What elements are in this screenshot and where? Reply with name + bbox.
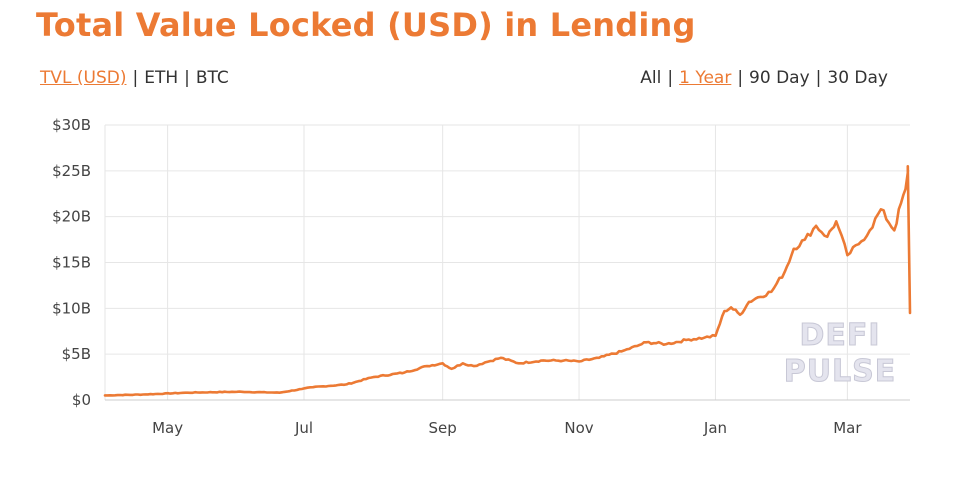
- watermark-line-1: DEFI: [799, 318, 880, 353]
- range-option-90-day[interactable]: 90 Day: [749, 68, 810, 88]
- unit-option-tvl-usd[interactable]: TVL (USD): [40, 68, 127, 88]
- x-tick-label: Mar: [833, 419, 862, 437]
- range-option-all[interactable]: All: [640, 68, 662, 88]
- range-selector: All | 1 Year | 90 Day | 30 Day: [640, 68, 888, 88]
- unit-option-btc[interactable]: BTC: [195, 68, 229, 88]
- y-tick-label: $20B: [52, 208, 91, 226]
- y-tick-label: $5B: [62, 345, 91, 363]
- watermark-line-2: PULSE: [784, 354, 897, 389]
- range-option-1-year[interactable]: 1 Year: [679, 68, 732, 88]
- y-tick-label: $15B: [52, 254, 91, 272]
- page-title: Total Value Locked (USD) in Lending: [36, 6, 696, 44]
- x-tick-label: Jan: [703, 419, 727, 437]
- y-tick-label: $0: [72, 391, 91, 409]
- defi-pulse-watermark: DEFI PULSE: [783, 318, 897, 390]
- separator: |: [184, 68, 190, 88]
- separator: |: [132, 68, 139, 88]
- separator: |: [737, 68, 744, 88]
- x-tick-label: May: [152, 419, 183, 437]
- series-layer: [103, 165, 912, 397]
- grid: [105, 124, 910, 401]
- tvl-line-chart: DEFI PULSE $0 $5B $10B $15B $20B $25B $30B May J…: [52, 116, 912, 437]
- unit-selector: TVL (USD) | ETH | BTC: [40, 68, 229, 88]
- y-tick-label: $10B: [52, 299, 91, 317]
- separator: |: [815, 68, 822, 88]
- x-tick-label: Jul: [294, 419, 313, 437]
- x-tick-label: Sep: [429, 419, 457, 437]
- series-line: [103, 165, 912, 397]
- unit-option-eth[interactable]: ETH: [144, 68, 179, 88]
- x-tick-label: Nov: [564, 419, 593, 437]
- y-tick-label: $25B: [52, 162, 91, 180]
- axes: $0 $5B $10B $15B $20B $25B $30B May Jul Sep Nov Jan…: [52, 116, 910, 437]
- y-tick-label: $30B: [52, 116, 91, 134]
- separator: |: [667, 68, 674, 88]
- range-option-30-day[interactable]: 30 Day: [827, 68, 888, 88]
